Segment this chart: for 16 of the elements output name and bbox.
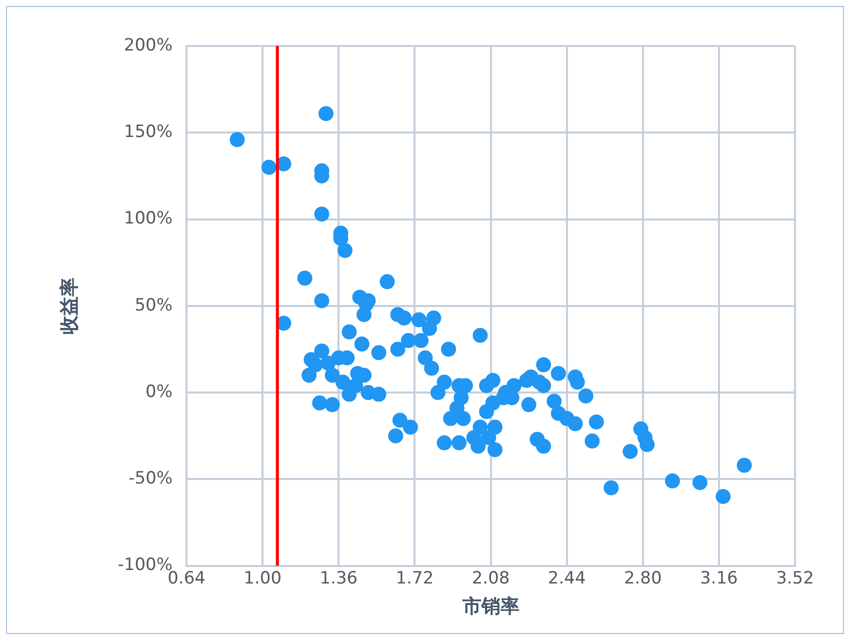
y-tick-label: 50% (134, 295, 173, 316)
x-tick-label: 1.72 (396, 568, 434, 588)
y-tick-label: 100% (124, 208, 173, 229)
y-tick-label: 200% (124, 35, 173, 56)
y-axis-title: 收益率 (58, 277, 80, 334)
y-tick-label: -50% (128, 468, 173, 489)
x-tick-label: 1.00 (244, 568, 282, 588)
x-tick-label: 2.08 (472, 568, 510, 588)
y-tick-label: 0% (146, 382, 173, 402)
x-tick-label: 1.36 (320, 568, 358, 588)
x-tick-label: 3.52 (776, 568, 814, 588)
y-tick-label: 150% (124, 122, 173, 142)
x-tick-label: 3.16 (700, 568, 738, 588)
x-axis-title: 市销率 (461, 596, 520, 618)
x-tick-label: 2.44 (548, 568, 586, 588)
x-tick-label: 2.80 (624, 568, 662, 588)
